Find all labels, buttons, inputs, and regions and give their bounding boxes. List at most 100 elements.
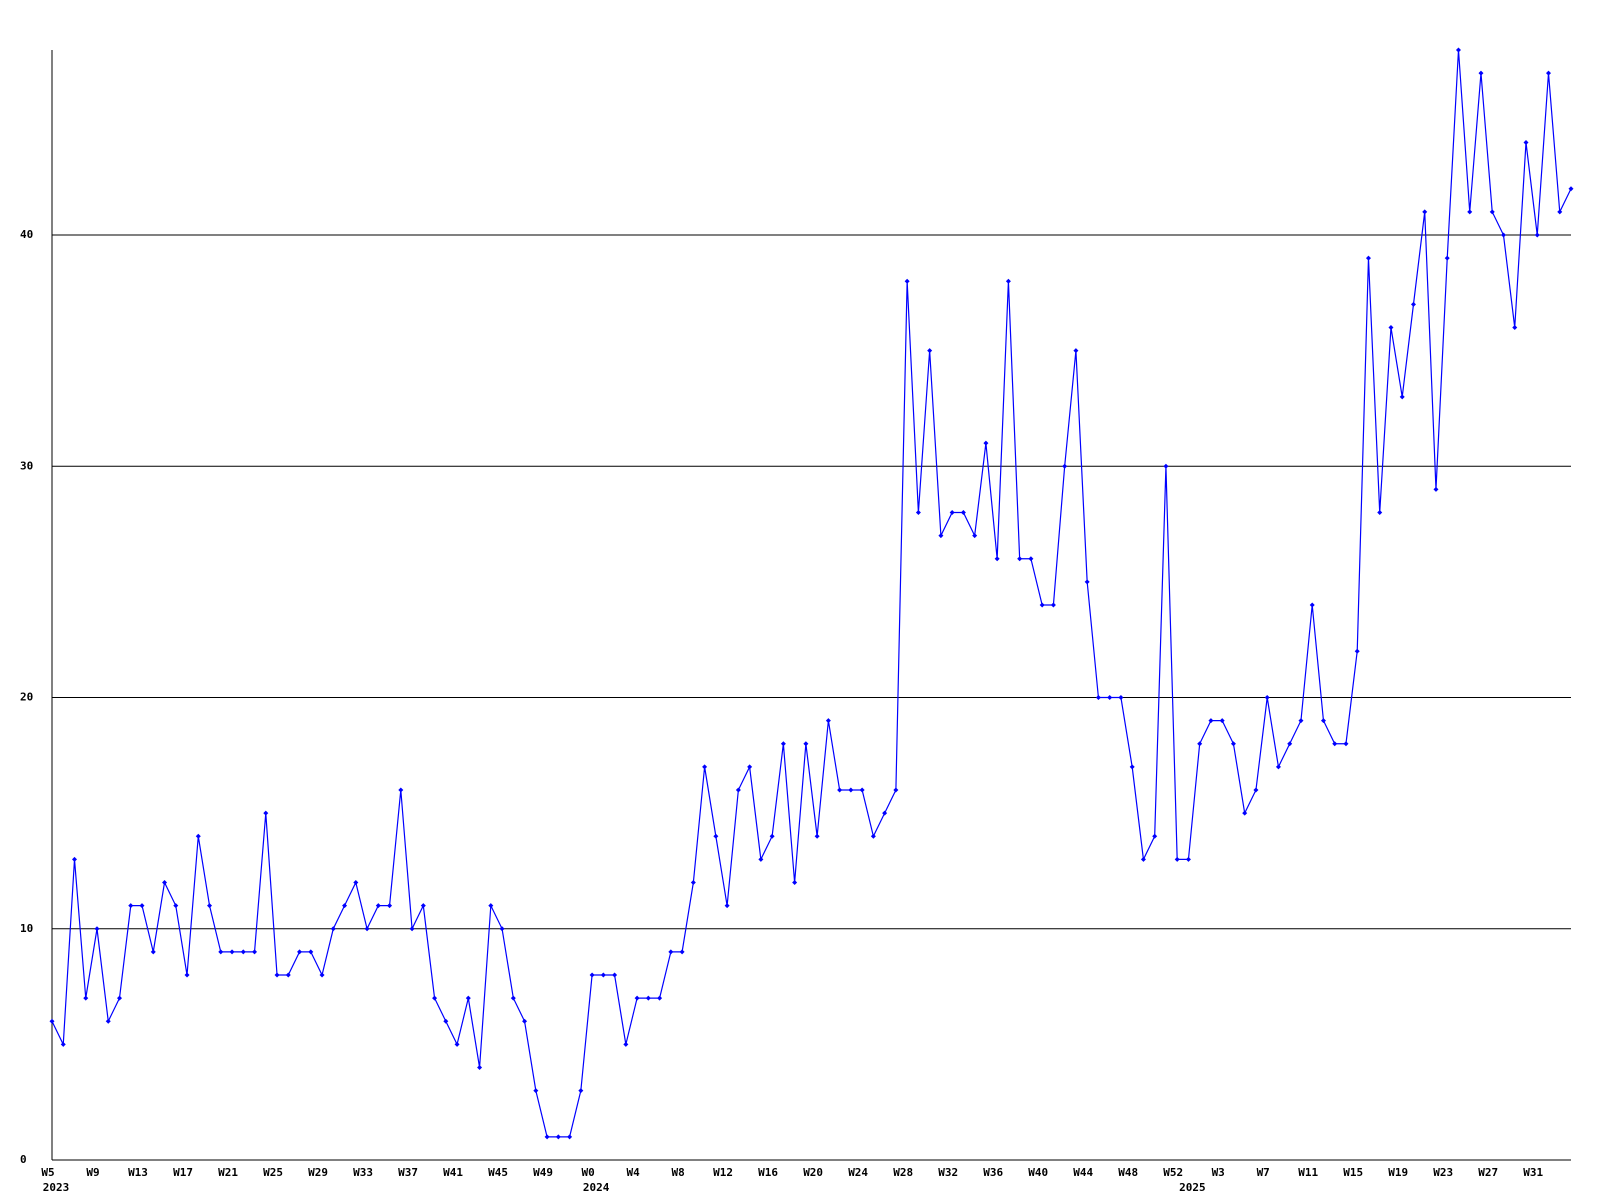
point [72,856,78,862]
point [859,787,865,793]
line [51,49,1572,1138]
point [1298,718,1304,724]
point [1377,510,1383,515]
point [533,1088,539,1094]
point [600,972,606,978]
point [1309,602,1315,608]
point [184,972,190,978]
point [915,510,921,515]
point [150,949,156,955]
point [724,903,730,909]
x-tick-label: W12 [713,1166,733,1179]
point [634,995,640,1001]
x-tick-label: W49 [533,1166,553,1179]
point [510,995,516,1001]
x-tick-label: W17 [173,1166,193,1179]
point [488,903,494,909]
x-tick-label: W20 [803,1166,823,1179]
point [1388,325,1394,330]
point [1118,695,1124,700]
point [623,1041,629,1047]
point [927,348,933,354]
point [825,718,831,724]
point [938,533,944,539]
x-tick-label: W15 [1343,1166,1363,1179]
point [1208,718,1214,724]
point [1073,348,1079,354]
point [1557,209,1563,215]
point [1264,695,1270,700]
point [353,880,359,885]
point [94,926,100,932]
point [1489,209,1495,215]
point [747,764,753,770]
point [128,903,134,909]
point [387,903,393,909]
y-tick-label: 30 [20,459,33,472]
x-group-label: 2025 [1179,1181,1206,1194]
point [1275,764,1281,770]
x-tick-label: W37 [398,1166,418,1179]
x-tick-label: W24 [848,1166,868,1179]
point [578,1088,584,1094]
point [330,926,336,932]
point [1107,695,1113,700]
point [612,972,618,978]
point [1332,741,1338,747]
point [758,856,764,862]
point [443,1018,449,1024]
point [162,880,168,885]
point [1422,209,1428,215]
point [229,949,235,955]
x-tick-label: W8 [671,1166,684,1179]
point [319,972,325,978]
x-tick-label: W36 [983,1166,1003,1179]
point [1253,787,1259,793]
x-tick-label: W40 [1028,1166,1048,1179]
point [1017,556,1023,562]
point [1512,325,1518,330]
x-tick-label: W23 [1433,1166,1453,1179]
point [1129,764,1135,770]
point [904,278,910,284]
point [218,949,224,955]
point [432,995,438,1001]
point [477,1065,483,1070]
point [285,972,291,978]
point [1152,833,1158,839]
x-tick-label: W25 [263,1166,283,1179]
point [893,787,899,793]
point [409,926,415,932]
point [972,533,978,539]
point [814,833,820,839]
x-tick-label: W45 [488,1166,508,1179]
point [792,880,798,885]
point [1185,856,1191,862]
point [173,903,179,909]
point [1478,70,1484,76]
y-tick-label: 0 [20,1153,27,1166]
point [60,1041,66,1047]
point [465,995,471,1001]
point [1039,602,1045,608]
x-tick-label: W32 [938,1166,958,1179]
x-tick-label: W3 [1212,1166,1225,1179]
point [522,1018,528,1024]
x-tick-label: W52 [1163,1166,1183,1179]
point [983,440,989,446]
x-group-label: 2024 [583,1181,610,1194]
x-tick-label: W0 [581,1166,594,1179]
point [1174,856,1180,862]
x-tick-label: W5 [41,1166,54,1179]
point [263,810,269,816]
x-tick-label: W16 [758,1166,778,1179]
point [1062,463,1068,469]
point [544,1134,550,1140]
y-tick-label: 10 [20,922,33,935]
point [1410,301,1416,307]
point [567,1134,573,1140]
point [454,1041,460,1047]
